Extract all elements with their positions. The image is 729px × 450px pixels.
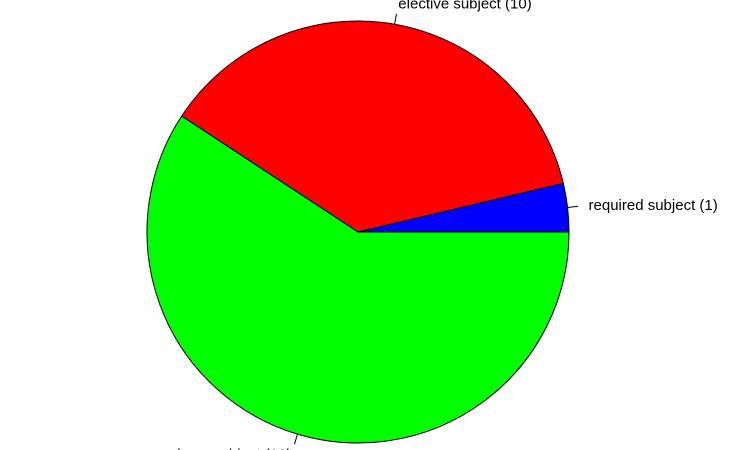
slice-label-required-subject: required subject (1) bbox=[589, 197, 718, 214]
slice-labels: required subject (1) elective subject (10… bbox=[132, 0, 718, 450]
label-tick-elective-subject bbox=[394, 13, 397, 25]
pie-slices bbox=[146, 20, 570, 444]
slice-label-compulsory-subject: compulsory subject (16) bbox=[132, 446, 291, 450]
label-tick-required-subject bbox=[567, 205, 579, 208]
pie-slice-elective-subject bbox=[181, 20, 564, 233]
slice-label-elective-subject: elective subject (10) bbox=[398, 0, 531, 12]
label-tick-compulsory-subject bbox=[293, 433, 298, 445]
pie-slice-compulsory-subject bbox=[146, 115, 570, 444]
label-ticks bbox=[293, 13, 579, 445]
